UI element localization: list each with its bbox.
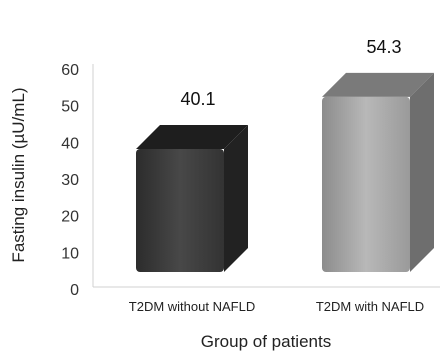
bar-value-label: 54.3 bbox=[366, 37, 401, 57]
category-label: T2DM without NAFLD bbox=[129, 299, 255, 314]
y-tick-label: 20 bbox=[61, 209, 79, 226]
axes bbox=[92, 64, 440, 288]
y-tick-label: 60 bbox=[61, 62, 79, 79]
bar-side-face bbox=[224, 124, 248, 272]
y-tick-label: 30 bbox=[61, 172, 79, 189]
bar-top-face bbox=[322, 72, 434, 97]
y-tick-label: 0 bbox=[70, 282, 79, 299]
bar-front-face bbox=[322, 96, 410, 273]
y-tick-label: 10 bbox=[61, 245, 79, 262]
y-tick-labels: 0 10 20 30 40 50 60 bbox=[61, 62, 79, 299]
x-axis-title: Group of patients bbox=[201, 332, 331, 351]
bar bbox=[136, 124, 248, 272]
bars bbox=[136, 72, 434, 273]
y-axis-title: Fasting insulin (µU/mL) bbox=[9, 87, 28, 262]
y-tick-label: 40 bbox=[61, 135, 79, 152]
bar-value-label: 40.1 bbox=[180, 89, 215, 109]
bar bbox=[322, 72, 434, 273]
bar-front-face bbox=[136, 148, 224, 272]
bar-top-face bbox=[136, 124, 248, 149]
category-labels: T2DM without NAFLD T2DM with NAFLD bbox=[129, 299, 424, 314]
bar-side-face bbox=[410, 72, 434, 273]
category-label: T2DM with NAFLD bbox=[316, 299, 424, 314]
y-tick-label: 50 bbox=[61, 99, 79, 116]
value-labels: 40.1 54.3 bbox=[180, 37, 401, 109]
